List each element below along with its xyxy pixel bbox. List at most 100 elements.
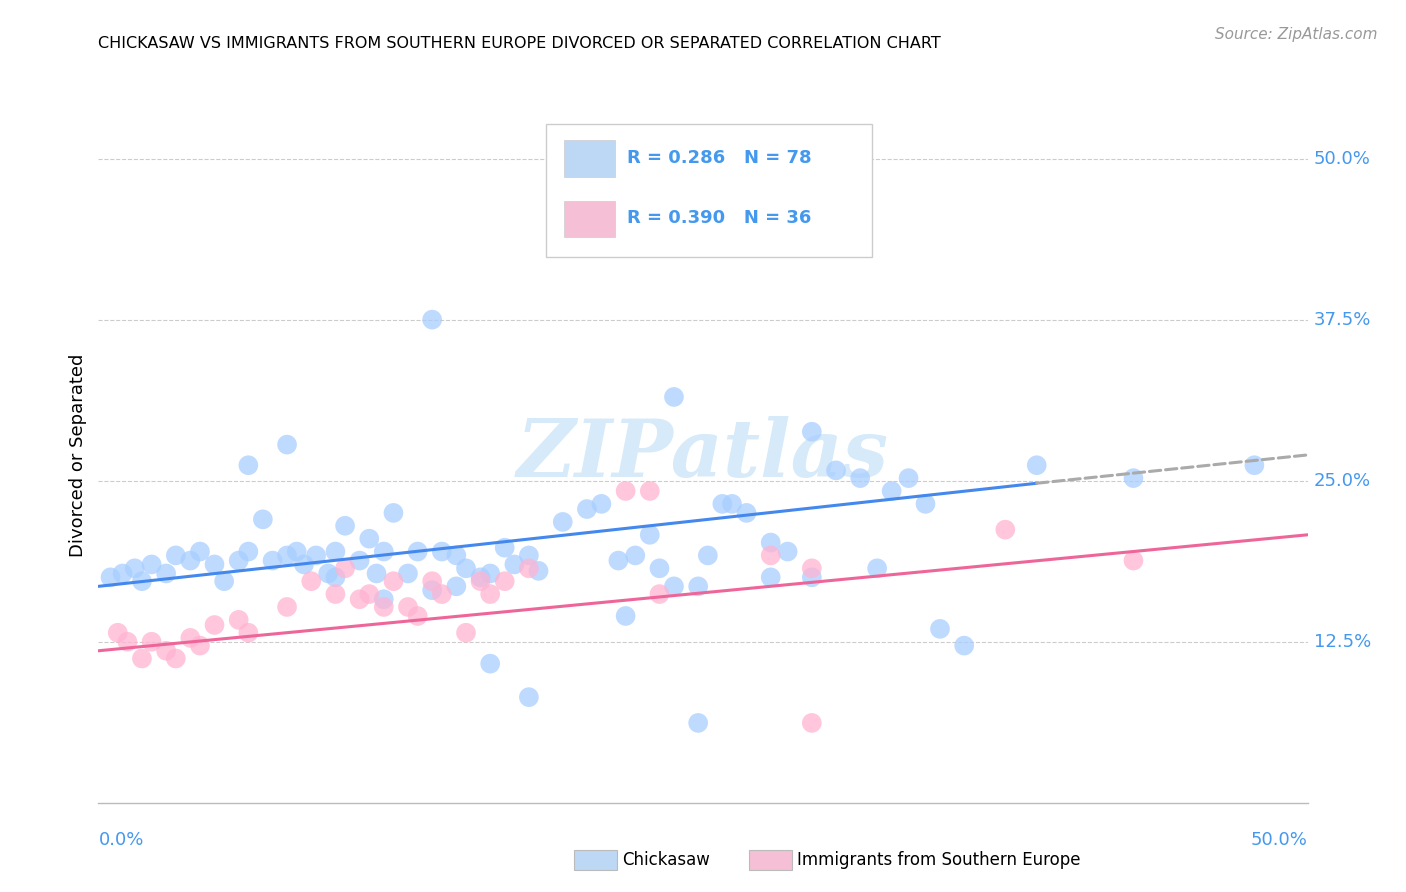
Point <box>212 574 235 589</box>
Point <box>688 579 710 593</box>
Point <box>517 690 540 705</box>
Point <box>662 579 685 593</box>
Point <box>316 566 339 581</box>
Point <box>111 566 134 581</box>
Text: Chickasaw: Chickasaw <box>621 851 710 869</box>
Point <box>165 549 187 563</box>
Point <box>800 715 823 730</box>
Point <box>382 574 405 589</box>
Point <box>396 566 419 581</box>
Point <box>366 566 388 581</box>
Point <box>479 566 502 581</box>
Point <box>276 599 298 614</box>
Point <box>204 618 226 632</box>
Point <box>953 639 976 653</box>
Point <box>688 715 710 730</box>
Point <box>100 570 122 584</box>
Point <box>420 312 443 326</box>
FancyBboxPatch shape <box>574 850 617 871</box>
FancyBboxPatch shape <box>564 201 614 237</box>
Point <box>373 592 395 607</box>
Text: R = 0.390   N = 36: R = 0.390 N = 36 <box>627 210 811 227</box>
Point <box>188 544 211 558</box>
Point <box>800 561 823 575</box>
Point <box>165 651 187 665</box>
Point <box>141 558 163 572</box>
Point <box>929 622 952 636</box>
Point <box>252 512 274 526</box>
Point <box>349 553 371 567</box>
Point <box>575 502 598 516</box>
Point <box>406 609 429 624</box>
Point <box>454 561 477 575</box>
Point <box>292 558 315 572</box>
Point <box>825 463 848 477</box>
Point <box>759 549 782 563</box>
Point <box>276 549 298 563</box>
Point <box>470 574 492 589</box>
Point <box>228 613 250 627</box>
Text: Immigrants from Southern Europe: Immigrants from Southern Europe <box>797 851 1081 869</box>
Point <box>238 458 260 473</box>
Point <box>527 564 550 578</box>
Point <box>517 561 540 575</box>
Point <box>238 544 260 558</box>
Point <box>155 644 177 658</box>
Point <box>591 497 613 511</box>
Point <box>262 553 284 567</box>
Text: 0.0%: 0.0% <box>98 830 143 848</box>
Text: 25.0%: 25.0% <box>1313 472 1371 490</box>
Point <box>776 544 799 558</box>
Point <box>638 528 661 542</box>
Point <box>648 561 671 575</box>
FancyBboxPatch shape <box>564 140 614 177</box>
Point <box>1122 553 1144 567</box>
Point <box>897 471 920 485</box>
Text: 37.5%: 37.5% <box>1313 310 1371 328</box>
Text: 50.0%: 50.0% <box>1251 830 1308 848</box>
Point <box>333 518 356 533</box>
Point <box>420 583 443 598</box>
Point <box>800 570 823 584</box>
Point <box>614 609 637 624</box>
Point <box>551 515 574 529</box>
Point <box>1243 458 1265 473</box>
Point <box>359 587 381 601</box>
Point <box>373 599 395 614</box>
Point <box>470 570 492 584</box>
Point <box>446 549 468 563</box>
Point <box>107 625 129 640</box>
Point <box>1025 458 1047 473</box>
Point <box>607 553 630 567</box>
Point <box>503 558 526 572</box>
Point <box>638 483 661 498</box>
Point <box>179 553 201 567</box>
Text: R = 0.286   N = 78: R = 0.286 N = 78 <box>627 149 811 167</box>
Point <box>117 634 139 648</box>
Point <box>325 570 347 584</box>
Point <box>759 570 782 584</box>
Point <box>179 631 201 645</box>
Point <box>382 506 405 520</box>
Point <box>430 544 453 558</box>
Point <box>285 544 308 558</box>
Point <box>430 587 453 601</box>
Point <box>662 390 685 404</box>
Point <box>648 587 671 601</box>
Point <box>420 574 443 589</box>
Point <box>494 541 516 555</box>
Point <box>396 599 419 614</box>
FancyBboxPatch shape <box>546 124 872 257</box>
Point <box>614 483 637 498</box>
Point <box>276 437 298 451</box>
Point <box>131 651 153 665</box>
Point <box>325 587 347 601</box>
Point <box>333 561 356 575</box>
Point <box>800 425 823 439</box>
Point <box>305 549 328 563</box>
FancyBboxPatch shape <box>749 850 793 871</box>
Point <box>131 574 153 589</box>
Point <box>759 535 782 549</box>
Point <box>494 574 516 589</box>
Point <box>735 506 758 520</box>
